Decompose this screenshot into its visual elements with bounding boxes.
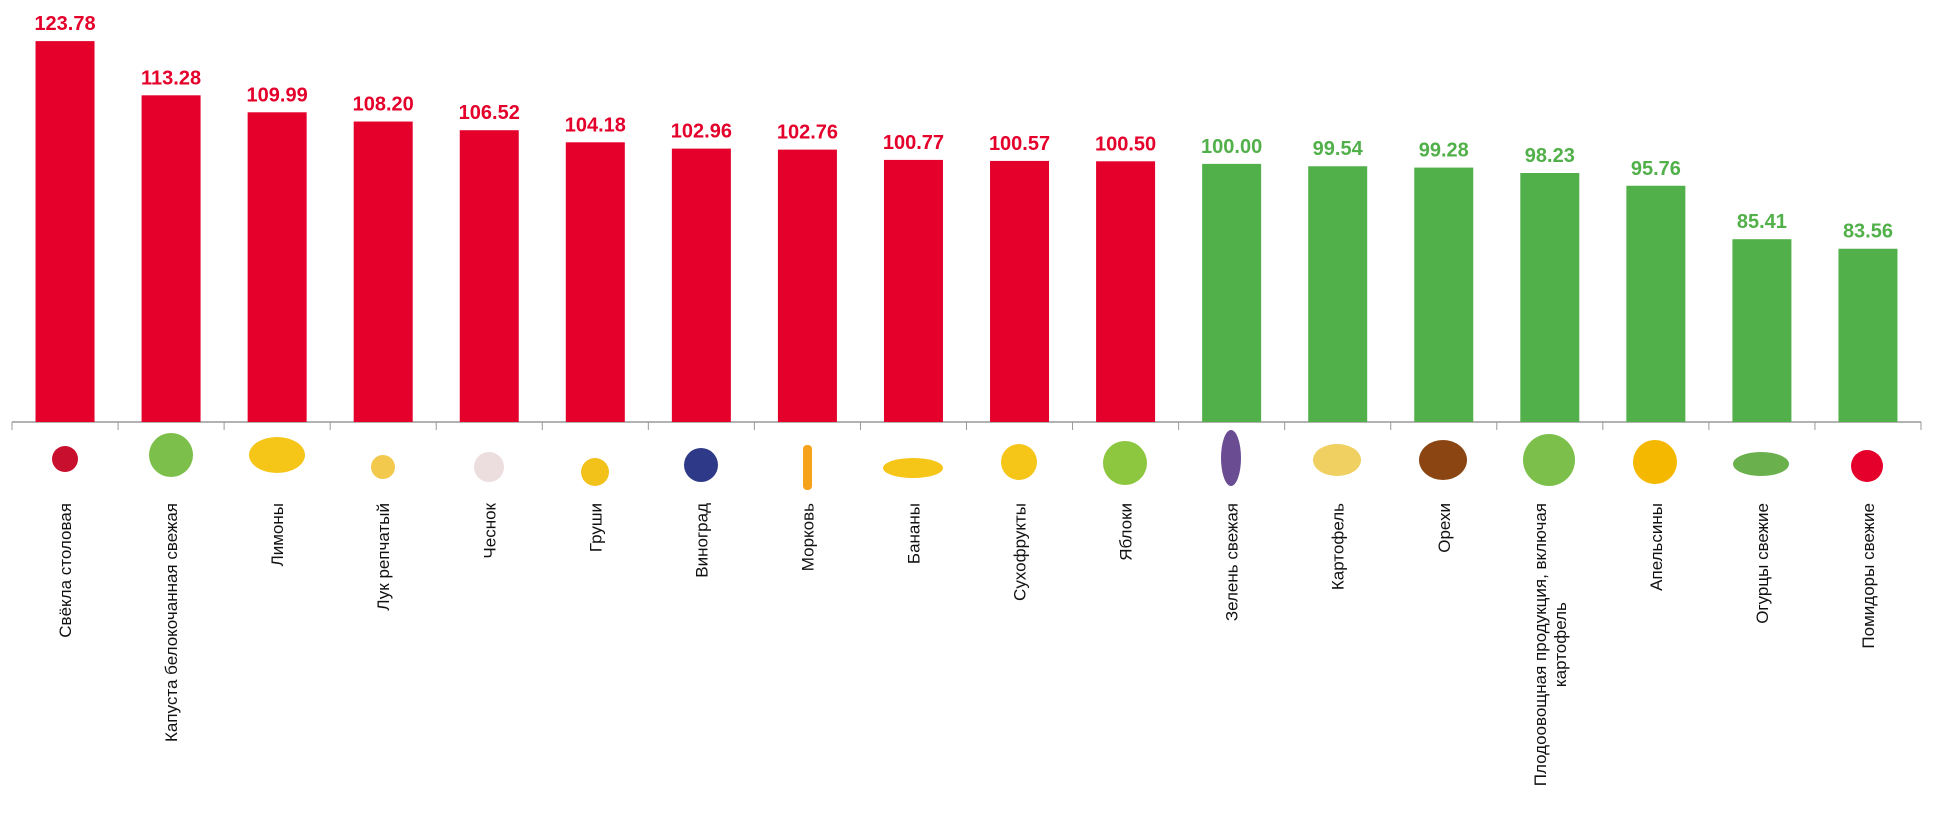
bar [460, 130, 519, 422]
value-label: 85.41 [1737, 211, 1787, 233]
x-tick-label: Орехи [1435, 503, 1454, 553]
value-label: 102.96 [671, 121, 732, 143]
icon [1419, 440, 1467, 480]
icon [1001, 444, 1037, 480]
chart: 123.78 Свёкла столовая 113.28 Капуста белок… [0, 0, 1934, 818]
value-label: 83.56 [1843, 221, 1893, 243]
icon [1733, 452, 1789, 476]
bar [1732, 239, 1791, 422]
bar [1308, 166, 1367, 422]
bar [1838, 249, 1897, 422]
value-label: 109.99 [247, 84, 308, 106]
icon [1221, 430, 1241, 486]
icons [52, 430, 1883, 490]
icon [371, 455, 395, 479]
value-label: 106.52 [459, 102, 520, 124]
x-tick-label: Картофель [1329, 503, 1348, 590]
icon [1851, 450, 1883, 482]
x-tick-label: Лимоны [268, 503, 287, 566]
x-tick-label: Яблоки [1117, 503, 1136, 561]
icon [1313, 444, 1361, 476]
bar [1202, 164, 1261, 422]
icon [52, 446, 78, 472]
value-label: 123.78 [34, 13, 95, 35]
bar [36, 41, 95, 422]
value-label: 100.00 [1201, 136, 1262, 158]
value-label: 99.28 [1419, 140, 1469, 162]
x-tick-label: Плодоовощная продукция, включаякартофель [1531, 503, 1570, 786]
value-label: 108.20 [353, 94, 414, 116]
x-tick-label: Помидоры свежие [1859, 503, 1878, 649]
bar [1626, 186, 1685, 422]
bar [1096, 161, 1155, 422]
bar [142, 95, 201, 422]
x-tick-label: Морковь [798, 503, 817, 571]
value-label: 113.28 [141, 67, 201, 89]
icon [684, 448, 718, 482]
x-tick-label: Зелень свежая [1223, 503, 1242, 621]
icon [883, 458, 943, 478]
bar [672, 149, 731, 422]
icon [581, 458, 609, 486]
value-label: 99.54 [1313, 138, 1364, 160]
x-tick-label: Виноград [692, 503, 711, 578]
value-label: 95.76 [1631, 158, 1681, 180]
value-label: 100.57 [989, 133, 1050, 155]
icon [1633, 440, 1677, 484]
icon [1103, 441, 1147, 485]
icon [1523, 434, 1575, 486]
icon [803, 445, 812, 490]
value-label: 100.77 [883, 132, 944, 154]
icon [474, 452, 504, 482]
bar [990, 161, 1049, 422]
x-tick-label: Груши [586, 503, 605, 552]
bar [1414, 168, 1473, 422]
bar [778, 150, 837, 422]
x-tick-label: Апельсины [1647, 503, 1666, 591]
page: {"chart_data": {"type": "bar", "categori… [0, 0, 1934, 818]
bar [566, 142, 625, 422]
x-tick-label: Бананы [904, 503, 923, 564]
x-tick-label: Сухофрукты [1011, 503, 1030, 601]
icon [149, 433, 193, 477]
bar [248, 112, 307, 422]
bar [1520, 173, 1579, 422]
x-tick-label: Чеснок [480, 502, 499, 558]
x-tick-label: Лук репчатый [374, 503, 393, 611]
icon [249, 437, 305, 473]
x-tick-label: Огурцы свежие [1753, 503, 1772, 624]
value-label: 98.23 [1525, 145, 1575, 167]
value-label: 100.50 [1095, 133, 1156, 155]
bar [884, 160, 943, 422]
x-tick-label: Свёкла столовая [56, 503, 75, 638]
value-label: 104.18 [565, 114, 626, 136]
x-tick-label: Капуста белокочанная свежая [162, 503, 181, 742]
bar [354, 122, 413, 422]
value-label: 102.76 [777, 122, 838, 144]
